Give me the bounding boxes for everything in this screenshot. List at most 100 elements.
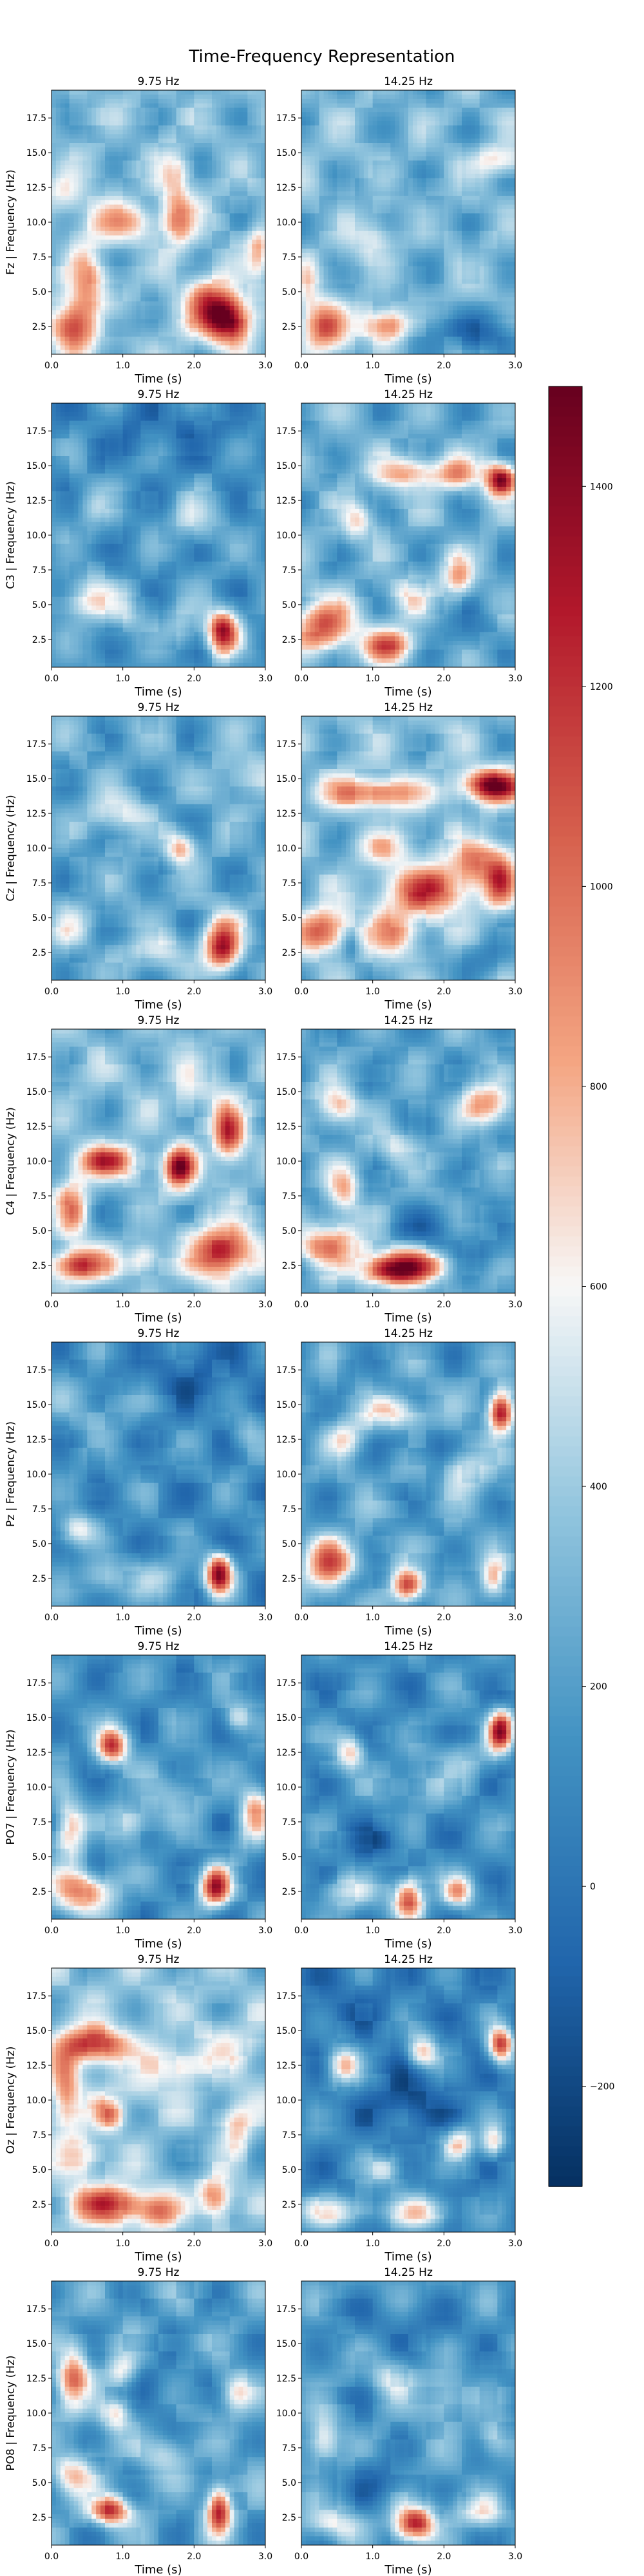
x-tick-label: 2.0: [437, 674, 451, 684]
heatmap-panel-c3-1: 14.25 Hz 0.0 1.0 2.0 3.0 Time (s) 2.5 5.0 7.5 10.…: [276, 388, 522, 699]
x-axis-label: Time (s): [134, 685, 182, 699]
colorbar-step: [549, 696, 582, 707]
colorbar-step: [549, 1286, 582, 1297]
x-tick-label: 2.0: [187, 361, 201, 371]
panel-title: 14.25 Hz: [384, 701, 433, 714]
x-tick-label: 1.0: [366, 674, 380, 684]
colorbar-step: [549, 726, 582, 737]
colorbar-step: [549, 2046, 582, 2057]
y-tick-label: 10.0: [26, 1470, 46, 1480]
x-axis-label: Time (s): [134, 1937, 182, 1951]
heatmap-cells: [301, 716, 515, 980]
colorbar-step: [549, 496, 582, 507]
x-axis-label: Time (s): [384, 2250, 431, 2264]
colorbar-step: [549, 2036, 582, 2047]
colorbar-step: [549, 1166, 582, 1177]
y-tick-label: 7.5: [282, 1504, 296, 1515]
heatmap-panel-fz-0: 9.75 Hz 0.0 1.0 2.0 3.0 Time (s) 2.5 5.0 7.5 10.0…: [5, 75, 272, 386]
colorbar-step: [549, 946, 582, 957]
y-tick-label: 7.5: [282, 2130, 296, 2141]
x-tick-label: 1.0: [366, 1300, 380, 1310]
colorbar-step: [549, 1396, 582, 1407]
y-tick-label: 10.0: [26, 2409, 46, 2419]
colorbar-step: [549, 1776, 582, 1787]
x-tick-label: 1.0: [366, 361, 380, 371]
x-tick-label: 1.0: [366, 1926, 380, 1936]
y-tick-label: 15.0: [26, 148, 46, 158]
x-axis-label: Time (s): [384, 1937, 431, 1951]
colorbar-step: [549, 1676, 582, 1687]
colorbar-step: [549, 1546, 582, 1557]
heatmap-cells: [52, 403, 265, 667]
panel-title: 9.75 Hz: [138, 1953, 180, 1966]
colorbar-step: [549, 616, 582, 627]
y-tick-label: 12.5: [276, 809, 296, 819]
y-tick-label: 17.5: [26, 426, 46, 437]
x-tick-label: 2.0: [187, 674, 201, 684]
y-tick-label: 15.0: [276, 2026, 296, 2036]
y-tick-label: 2.5: [32, 2200, 46, 2210]
y-tick-label: 2.5: [282, 1261, 296, 1271]
y-tick-label: 15.0: [276, 1400, 296, 1410]
x-tick-label: 0.0: [44, 987, 59, 997]
x-tick-label: 3.0: [508, 674, 522, 684]
x-tick-label: 0.0: [44, 1926, 59, 1936]
heatmap-cells: [52, 1029, 265, 1293]
colorbar-step: [549, 1316, 582, 1327]
colorbar-step: [549, 1436, 582, 1447]
colorbar-tick-label: 400: [590, 1482, 607, 1492]
colorbar-step: [549, 2096, 582, 2107]
y-tick-label: 17.5: [26, 1991, 46, 2002]
x-axis-label: Time (s): [134, 1624, 182, 1638]
heatmap-cells: [301, 1029, 515, 1293]
y-tick-label: 10.0: [276, 2409, 296, 2419]
colorbar-step: [549, 1536, 582, 1548]
colorbar-step: [549, 1126, 582, 1137]
panel-title: 9.75 Hz: [138, 1327, 180, 1340]
x-tick-label: 0.0: [44, 361, 59, 371]
y-tick-label: 12.5: [276, 496, 296, 506]
y-tick-label: 2.5: [32, 1887, 46, 1897]
y-tick-label: 7.5: [32, 1817, 46, 1828]
x-tick-label: 1.0: [366, 2239, 380, 2249]
y-tick-label: 17.5: [276, 113, 296, 124]
colorbar-step: [549, 576, 582, 587]
x-tick-label: 2.0: [187, 987, 201, 997]
y-tick-label: 15.0: [276, 1087, 296, 1097]
y-tick-label: 7.5: [32, 252, 46, 263]
colorbar-step: [549, 1966, 582, 1977]
colorbar-step: [549, 1216, 582, 1227]
y-tick-label: 5.0: [32, 1539, 46, 1549]
colorbar-step: [549, 1016, 582, 1027]
colorbar-step: [549, 1746, 582, 1757]
y-tick-label: 15.0: [276, 461, 296, 471]
colorbar-tick-label: 800: [590, 1082, 607, 1092]
colorbar-step: [549, 1876, 582, 1887]
colorbar-step: [549, 2176, 582, 2187]
colorbar-step: [549, 1976, 582, 1987]
colorbar-step: [549, 1336, 582, 1347]
y-tick-label: 5.0: [32, 2165, 46, 2175]
x-tick-label: 1.0: [116, 2552, 130, 2562]
y-axis-label: PO8 | Frequency (Hz): [5, 2355, 17, 2470]
colorbar-step: [549, 1656, 582, 1667]
y-tick-label: 17.5: [276, 1678, 296, 1689]
y-axis-label: C3 | Frequency (Hz): [5, 481, 17, 589]
y-tick-label: 2.5: [282, 322, 296, 332]
y-tick-label: 7.5: [282, 252, 296, 263]
heatmap-cells: [301, 1655, 515, 1919]
y-tick-label: 17.5: [276, 739, 296, 750]
heatmap-cells: [52, 90, 265, 354]
colorbar-step: [549, 986, 582, 997]
y-tick-label: 15.0: [26, 774, 46, 784]
heatmap-panel-po7-1: 14.25 Hz 0.0 1.0 2.0 3.0 Time (s) 2.5 5.0 7.5 10.…: [276, 1640, 522, 1951]
x-tick-label: 0.0: [294, 361, 308, 371]
y-tick-label: 10.0: [26, 218, 46, 228]
colorbar-step: [549, 1406, 582, 1417]
x-tick-label: 2.0: [187, 1613, 201, 1623]
colorbar-step: [549, 1206, 582, 1217]
x-tick-label: 1.0: [116, 1300, 130, 1310]
colorbar-step: [549, 686, 582, 697]
y-tick-label: 5.0: [282, 600, 296, 611]
colorbar-step: [549, 1766, 582, 1777]
